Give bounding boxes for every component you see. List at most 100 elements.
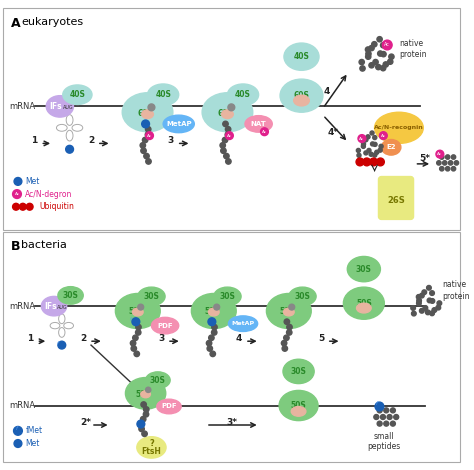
Text: 50S: 50S (136, 390, 152, 399)
Circle shape (136, 324, 141, 330)
Circle shape (66, 145, 73, 153)
Circle shape (369, 63, 374, 68)
Circle shape (430, 311, 434, 316)
Text: eukaryotes: eukaryotes (21, 17, 83, 27)
Text: MetAP: MetAP (166, 121, 191, 127)
Text: 3*: 3* (227, 417, 238, 427)
Text: 30S: 30S (356, 265, 372, 274)
Circle shape (221, 148, 226, 153)
Circle shape (364, 151, 368, 155)
Circle shape (358, 134, 366, 142)
Text: 4: 4 (236, 334, 242, 343)
Text: f: f (16, 426, 18, 431)
Text: 50S: 50S (204, 307, 220, 316)
Ellipse shape (59, 314, 65, 324)
Ellipse shape (221, 110, 233, 118)
FancyBboxPatch shape (3, 232, 460, 462)
Circle shape (14, 178, 22, 185)
Circle shape (284, 319, 290, 324)
Text: Ac: Ac (227, 133, 232, 138)
Text: Ubiquitin: Ubiquitin (39, 202, 74, 211)
Ellipse shape (64, 322, 73, 329)
Circle shape (225, 132, 230, 137)
Circle shape (371, 142, 374, 146)
Circle shape (411, 306, 416, 310)
Circle shape (389, 54, 394, 59)
Ellipse shape (191, 293, 236, 329)
Text: mRNA: mRNA (9, 401, 35, 410)
Circle shape (376, 64, 381, 70)
Circle shape (388, 59, 393, 64)
Circle shape (226, 132, 233, 140)
Circle shape (391, 421, 395, 426)
Ellipse shape (228, 84, 259, 105)
Circle shape (365, 54, 371, 59)
Text: f: f (375, 401, 377, 406)
Circle shape (439, 155, 444, 159)
Circle shape (436, 150, 444, 158)
Ellipse shape (41, 297, 67, 316)
Circle shape (222, 137, 228, 143)
Circle shape (133, 335, 138, 341)
Text: 30S: 30S (219, 292, 236, 301)
Circle shape (207, 346, 212, 351)
Circle shape (289, 304, 295, 310)
Text: 30S: 30S (294, 292, 310, 301)
FancyBboxPatch shape (3, 8, 460, 230)
Ellipse shape (115, 293, 160, 329)
Circle shape (136, 330, 141, 335)
Circle shape (146, 132, 154, 140)
Circle shape (436, 306, 441, 310)
Circle shape (142, 431, 147, 437)
Text: IFs: IFs (44, 302, 56, 311)
Circle shape (206, 340, 212, 346)
Text: 50S: 50S (279, 307, 295, 316)
Circle shape (228, 104, 235, 111)
Text: fMet: fMet (26, 426, 43, 435)
Circle shape (211, 330, 217, 335)
Circle shape (376, 158, 384, 166)
Circle shape (139, 426, 144, 431)
Circle shape (377, 421, 382, 426)
Text: f: f (57, 341, 59, 345)
Circle shape (443, 161, 447, 165)
Circle shape (369, 46, 374, 51)
Text: IFs: IFs (50, 102, 62, 111)
Circle shape (446, 155, 450, 159)
Circle shape (373, 59, 378, 65)
Ellipse shape (202, 93, 253, 132)
Circle shape (378, 51, 383, 56)
Circle shape (137, 420, 145, 428)
Circle shape (375, 402, 384, 411)
Circle shape (427, 298, 432, 303)
Circle shape (381, 65, 386, 71)
Circle shape (381, 415, 385, 420)
Text: 60S: 60S (293, 91, 310, 100)
Circle shape (370, 158, 377, 166)
Circle shape (208, 318, 216, 326)
Circle shape (372, 41, 377, 47)
Text: AUG: AUG (56, 305, 67, 310)
Text: Ac: Ac (381, 133, 386, 138)
Ellipse shape (132, 308, 143, 316)
FancyBboxPatch shape (378, 177, 413, 219)
Ellipse shape (228, 316, 258, 331)
Circle shape (451, 166, 456, 171)
Ellipse shape (46, 96, 73, 117)
Ellipse shape (72, 125, 83, 131)
Circle shape (423, 306, 428, 310)
Circle shape (146, 159, 151, 164)
Circle shape (387, 415, 392, 420)
Ellipse shape (163, 115, 194, 133)
Ellipse shape (266, 293, 311, 329)
Circle shape (286, 330, 292, 335)
Text: B: B (11, 240, 21, 253)
Ellipse shape (66, 115, 73, 125)
Circle shape (357, 153, 361, 157)
Circle shape (384, 408, 389, 413)
Circle shape (417, 298, 421, 303)
Text: 40S: 40S (70, 90, 85, 99)
Ellipse shape (245, 116, 272, 132)
Circle shape (430, 291, 434, 296)
Circle shape (419, 293, 424, 298)
